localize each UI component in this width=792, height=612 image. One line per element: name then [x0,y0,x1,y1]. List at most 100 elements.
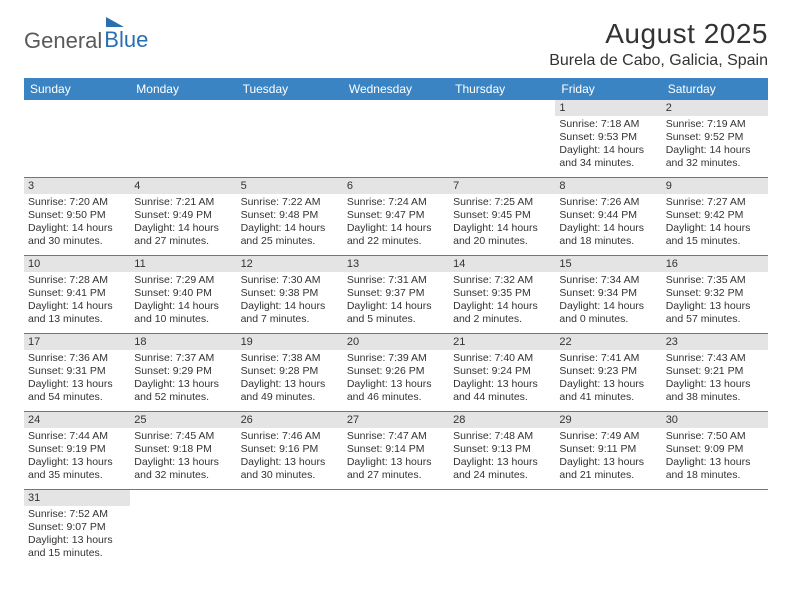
detail-line: and 30 minutes. [241,469,339,482]
detail-line: Daylight: 13 hours [28,378,126,391]
detail-line: Sunset: 9:21 PM [666,365,764,378]
day-details: Sunrise: 7:26 AMSunset: 9:44 PMDaylight:… [555,194,661,253]
calendar-cell: 27Sunrise: 7:47 AMSunset: 9:14 PMDayligh… [343,412,449,490]
detail-line: Sunrise: 7:48 AM [453,430,551,443]
day-cell [343,490,449,568]
detail-line: and 18 minutes. [559,235,657,248]
detail-line: Sunrise: 7:34 AM [559,274,657,287]
day-cell: 31Sunrise: 7:52 AMSunset: 9:07 PMDayligh… [24,490,130,568]
detail-line: Sunset: 9:09 PM [666,443,764,456]
detail-line: and 2 minutes. [453,313,551,326]
day-details: Sunrise: 7:41 AMSunset: 9:23 PMDaylight:… [555,350,661,409]
detail-line: Daylight: 14 hours [559,144,657,157]
calendar-cell [343,490,449,568]
day-details: Sunrise: 7:31 AMSunset: 9:37 PMDaylight:… [343,272,449,331]
calendar-cell [449,100,555,178]
day-cell: 30Sunrise: 7:50 AMSunset: 9:09 PMDayligh… [662,412,768,490]
calendar-cell: 19Sunrise: 7:38 AMSunset: 9:28 PMDayligh… [237,334,343,412]
day-cell: 24Sunrise: 7:44 AMSunset: 9:19 PMDayligh… [24,412,130,490]
detail-line: and 32 minutes. [134,469,232,482]
day-cell: 12Sunrise: 7:30 AMSunset: 9:38 PMDayligh… [237,256,343,334]
detail-line: Daylight: 13 hours [453,456,551,469]
day-details: Sunrise: 7:39 AMSunset: 9:26 PMDaylight:… [343,350,449,409]
calendar-cell [555,490,661,568]
detail-line: Sunrise: 7:18 AM [559,118,657,131]
detail-line: Sunrise: 7:28 AM [28,274,126,287]
calendar-cell: 30Sunrise: 7:50 AMSunset: 9:09 PMDayligh… [662,412,768,490]
day-cell: 4Sunrise: 7:21 AMSunset: 9:49 PMDaylight… [130,178,236,256]
day-number: 6 [343,178,449,194]
detail-line: Sunset: 9:45 PM [453,209,551,222]
detail-line: and 27 minutes. [347,469,445,482]
day-details: Sunrise: 7:44 AMSunset: 9:19 PMDaylight:… [24,428,130,487]
calendar-cell [130,100,236,178]
day-details: Sunrise: 7:20 AMSunset: 9:50 PMDaylight:… [24,194,130,253]
detail-line: Sunset: 9:28 PM [241,365,339,378]
detail-line: Sunrise: 7:35 AM [666,274,764,287]
calendar-cell: 26Sunrise: 7:46 AMSunset: 9:16 PMDayligh… [237,412,343,490]
detail-line: and 27 minutes. [134,235,232,248]
detail-line: Sunset: 9:23 PM [559,365,657,378]
detail-line: Daylight: 13 hours [28,456,126,469]
day-cell: 2Sunrise: 7:19 AMSunset: 9:52 PMDaylight… [662,100,768,178]
detail-line: Sunset: 9:19 PM [28,443,126,456]
day-cell: 9Sunrise: 7:27 AMSunset: 9:42 PMDaylight… [662,178,768,256]
detail-line: Sunset: 9:18 PM [134,443,232,456]
detail-line: Sunset: 9:47 PM [347,209,445,222]
calendar-page: General Blue August 2025 Burela de Cabo,… [0,0,792,568]
day-cell [237,100,343,178]
calendar-cell: 6Sunrise: 7:24 AMSunset: 9:47 PMDaylight… [343,178,449,256]
detail-line: Daylight: 13 hours [241,456,339,469]
day-number: 22 [555,334,661,350]
calendar-cell [130,490,236,568]
detail-line: and 30 minutes. [28,235,126,248]
calendar-cell: 1Sunrise: 7:18 AMSunset: 9:53 PMDaylight… [555,100,661,178]
detail-line: and 21 minutes. [559,469,657,482]
detail-line: Sunset: 9:31 PM [28,365,126,378]
detail-line: Daylight: 13 hours [559,378,657,391]
detail-line: Sunrise: 7:50 AM [666,430,764,443]
day-number: 11 [130,256,236,272]
calendar-cell: 10Sunrise: 7:28 AMSunset: 9:41 PMDayligh… [24,256,130,334]
day-details: Sunrise: 7:21 AMSunset: 9:49 PMDaylight:… [130,194,236,253]
detail-line: and 0 minutes. [559,313,657,326]
calendar-cell: 20Sunrise: 7:39 AMSunset: 9:26 PMDayligh… [343,334,449,412]
detail-line: Sunrise: 7:47 AM [347,430,445,443]
detail-line: Daylight: 13 hours [134,378,232,391]
day-cell: 15Sunrise: 7:34 AMSunset: 9:34 PMDayligh… [555,256,661,334]
calendar-cell [343,100,449,178]
day-cell: 5Sunrise: 7:22 AMSunset: 9:48 PMDaylight… [237,178,343,256]
calendar-week: 3Sunrise: 7:20 AMSunset: 9:50 PMDaylight… [24,178,768,256]
day-details: Sunrise: 7:19 AMSunset: 9:52 PMDaylight:… [662,116,768,175]
day-details: Sunrise: 7:18 AMSunset: 9:53 PMDaylight:… [555,116,661,175]
calendar-cell: 13Sunrise: 7:31 AMSunset: 9:37 PMDayligh… [343,256,449,334]
day-details: Sunrise: 7:52 AMSunset: 9:07 PMDaylight:… [24,506,130,565]
day-details: Sunrise: 7:46 AMSunset: 9:16 PMDaylight:… [237,428,343,487]
detail-line: Daylight: 13 hours [347,456,445,469]
col-saturday: Saturday [662,78,768,100]
detail-line: and 7 minutes. [241,313,339,326]
day-details: Sunrise: 7:29 AMSunset: 9:40 PMDaylight:… [130,272,236,331]
calendar-week: 10Sunrise: 7:28 AMSunset: 9:41 PMDayligh… [24,256,768,334]
detail-line: Sunset: 9:49 PM [134,209,232,222]
detail-line: Sunrise: 7:31 AM [347,274,445,287]
day-number: 16 [662,256,768,272]
detail-line: Sunset: 9:37 PM [347,287,445,300]
day-details: Sunrise: 7:48 AMSunset: 9:13 PMDaylight:… [449,428,555,487]
calendar-cell: 8Sunrise: 7:26 AMSunset: 9:44 PMDaylight… [555,178,661,256]
day-details: Sunrise: 7:36 AMSunset: 9:31 PMDaylight:… [24,350,130,409]
calendar-cell: 23Sunrise: 7:43 AMSunset: 9:21 PMDayligh… [662,334,768,412]
location: Burela de Cabo, Galicia, Spain [549,52,768,70]
detail-line: and 18 minutes. [666,469,764,482]
detail-line: Daylight: 14 hours [28,300,126,313]
month-title: August 2025 [549,18,768,50]
calendar-cell [662,490,768,568]
detail-line: and 20 minutes. [453,235,551,248]
header-row: General Blue August 2025 Burela de Cabo,… [24,18,768,70]
detail-line: Sunrise: 7:40 AM [453,352,551,365]
calendar-cell: 3Sunrise: 7:20 AMSunset: 9:50 PMDaylight… [24,178,130,256]
day-number: 19 [237,334,343,350]
detail-line: Sunrise: 7:32 AM [453,274,551,287]
detail-line: Sunset: 9:44 PM [559,209,657,222]
detail-line: and 24 minutes. [453,469,551,482]
